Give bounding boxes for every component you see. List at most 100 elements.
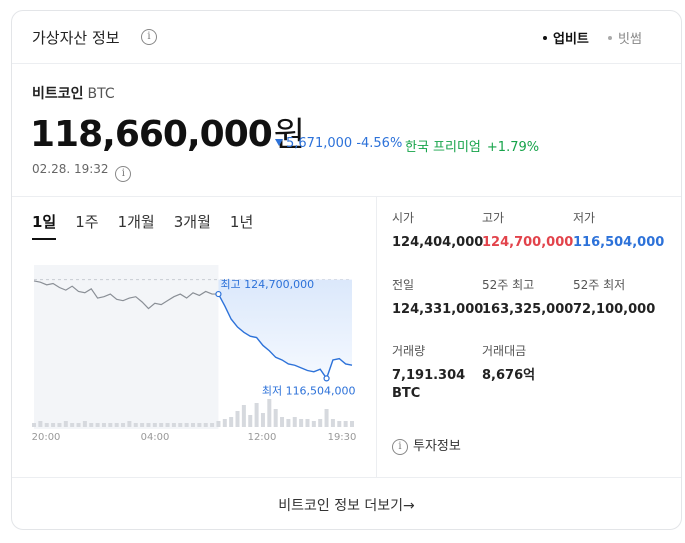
volume-bar	[89, 423, 94, 427]
volume-bar	[171, 423, 176, 427]
volume-bar	[191, 423, 195, 427]
stat-value: 124,331,000	[392, 302, 484, 317]
stat-label: 거래량	[392, 344, 426, 358]
tab-1y[interactable]: 1년	[229, 213, 254, 231]
stat-label: 전일	[392, 278, 415, 292]
volume-bar	[133, 423, 138, 427]
volume-bar	[280, 417, 285, 427]
volume-bar	[95, 423, 100, 427]
volume-bar	[197, 423, 202, 427]
divider	[12, 477, 681, 478]
price-line-current	[217, 293, 353, 380]
stat-volume: 거래량 7,191.304 BTC	[392, 342, 465, 403]
invest-info-label: 투자정보	[413, 439, 461, 454]
price-chart-svg: 최고 124,700,000 최저 116,504,000 20:00 04:00 12…	[32, 265, 357, 443]
info-icon[interactable]: i	[141, 29, 157, 45]
more-info-link[interactable]: 비트코인 정보 더보기→	[12, 495, 681, 515]
volume-bar	[254, 403, 259, 427]
korea-premium: 한국 프리미엄 +1.79%	[405, 136, 539, 155]
volume-bar	[286, 419, 291, 427]
volume-bar	[203, 423, 208, 427]
stat-label: 52주 최저	[573, 278, 626, 292]
volume-bar	[44, 423, 49, 427]
change-percent: -4.56%	[356, 136, 403, 151]
stat-value: 124,700,000	[482, 235, 574, 250]
price-chart[interactable]: 최고 124,700,000 최저 116,504,000 20:00 04:00 12…	[32, 265, 357, 445]
volume-bar	[350, 421, 354, 427]
tab-3m[interactable]: 3개월	[173, 213, 211, 231]
stat-high: 고가 124,700,000	[482, 209, 573, 252]
volume-bar	[241, 405, 246, 427]
volume-bar	[140, 423, 145, 427]
stat-52w-high: 52주 최고 163,325,000	[482, 276, 573, 319]
past-period-shade	[34, 265, 219, 429]
volume-bar	[152, 423, 157, 427]
invest-info-link[interactable]: i 투자정보	[392, 435, 461, 455]
volume-bar	[305, 419, 310, 427]
volume-bar	[210, 423, 215, 427]
stat-prev-close: 전일 124,331,000	[392, 276, 483, 319]
volume-bar	[273, 409, 278, 427]
divider	[376, 197, 377, 477]
volume-bar	[299, 419, 304, 427]
x-tick-label: 19:30	[328, 432, 357, 443]
price-unit: 원	[273, 115, 305, 155]
tab-1w[interactable]: 1주	[75, 213, 99, 231]
stat-open: 시가 124,404,000	[392, 209, 483, 252]
volume-bar	[165, 423, 170, 427]
period-tabs: 1일 1주 1개월 3개월 1년	[32, 211, 272, 240]
current-price: 118,660,000원	[30, 107, 305, 156]
stat-label: 저가	[573, 211, 596, 225]
low-marker	[323, 375, 330, 382]
volume-bar	[267, 399, 272, 427]
card-title: 가상자산 정보	[32, 29, 120, 47]
volume-bar	[330, 419, 335, 427]
volume-bar	[248, 415, 253, 427]
volume-bar	[260, 413, 265, 427]
volume-bar	[51, 423, 56, 427]
volume-bar	[178, 423, 183, 427]
volume-bar	[63, 421, 68, 427]
stat-trade-value: 거래대금 8,676억	[482, 342, 535, 385]
volume-value: 7,191.304	[392, 368, 466, 383]
source-upbit-tab[interactable]: 업비트	[543, 28, 589, 47]
price-value: 118,660,000	[30, 114, 273, 155]
stat-value: 163,325,000	[482, 302, 574, 317]
stat-low: 저가 116,504,000	[573, 209, 664, 252]
volume-bar	[108, 423, 113, 427]
high-marker	[215, 290, 222, 298]
tab-1d[interactable]: 1일	[32, 211, 57, 240]
info-icon: i	[392, 438, 408, 455]
price-line-past	[33, 280, 219, 310]
stat-label: 52주 최고	[482, 278, 535, 292]
source-bithumb-tab[interactable]: 빗썸	[608, 28, 642, 47]
volume-unit: BTC	[392, 386, 421, 401]
volume-bar	[292, 417, 297, 427]
volume-bar	[235, 411, 240, 427]
stat-value: 124,404,000	[392, 235, 484, 250]
volume-bar	[127, 421, 132, 427]
more-info-label: 비트코인 정보 더보기	[278, 498, 404, 514]
low-label: 최저 116,504,000	[262, 384, 356, 397]
volume-bar	[32, 423, 36, 427]
down-triangle-icon	[275, 139, 283, 146]
stat-label: 고가	[482, 211, 505, 225]
high-label: 최고 124,700,000	[220, 278, 314, 291]
volume-bar	[318, 419, 323, 427]
divider	[12, 196, 681, 197]
volume-bar	[343, 421, 348, 427]
volume-bar	[101, 423, 106, 427]
tab-1m[interactable]: 1개월	[117, 213, 155, 231]
coin-name-text: 비트코인	[32, 86, 84, 102]
info-icon[interactable]: i	[115, 166, 132, 182]
volume-bar	[76, 423, 81, 427]
stat-value: 8,676억	[482, 368, 536, 383]
inactive-dot-icon	[608, 35, 612, 40]
x-tick-label: 20:00	[32, 432, 60, 443]
volume-bar	[82, 421, 87, 427]
volume-bar	[222, 419, 227, 427]
stat-value: 72,100,000	[573, 302, 656, 317]
price-area	[218, 279, 352, 379]
stat-label: 시가	[392, 211, 415, 225]
premium-label: 한국 프리미엄	[405, 140, 481, 155]
